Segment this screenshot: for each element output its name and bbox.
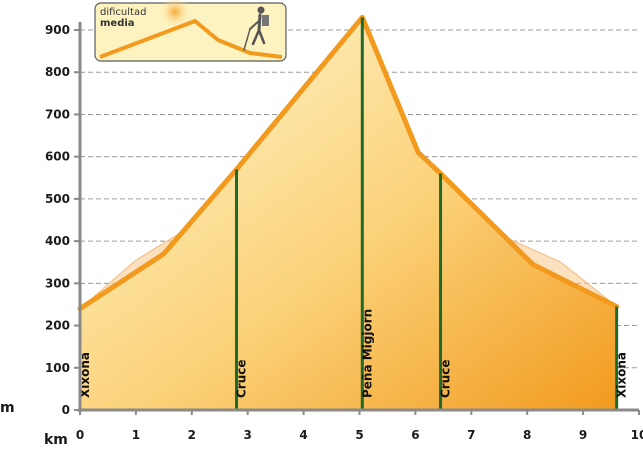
badge-line2: media	[100, 18, 135, 29]
profile-fill	[80, 17, 617, 410]
y-tick-label: 700	[45, 107, 70, 121]
x-tick-label: 0	[76, 428, 84, 442]
y-tick-label: 600	[45, 150, 70, 164]
waypoint-label: Peña Migjorn	[360, 309, 374, 398]
badge-mountain-icon	[99, 19, 283, 59]
badge-line1: dificultad	[100, 7, 146, 18]
axes	[74, 22, 640, 415]
difficulty-badge: dificultad media	[94, 0, 287, 62]
x-tick-label: 8	[523, 428, 531, 442]
x-tick-label: 9	[579, 428, 587, 442]
y-axis-label: m	[0, 400, 15, 416]
y-tick-label: 800	[45, 65, 70, 79]
x-tick-label: 7	[467, 428, 475, 442]
profile-area	[77, 14, 620, 410]
waypoint-label: Cruce	[235, 359, 249, 398]
y-tick-label: 300	[45, 276, 70, 290]
x-tick-label: 4	[299, 428, 307, 442]
axis-labels: 0 100 200 300 400 500 600 700 800 900 0 1 2 3 4 5 6 7 8 9 10…	[0, 23, 643, 448]
waypoint-label: Cruce	[439, 359, 453, 398]
y-tick-label: 0	[62, 403, 70, 417]
x-tick-label: 3	[244, 428, 252, 442]
y-tick-label: 200	[45, 319, 70, 333]
waypoints: Xixona Cruce Peña Migjorn Cruce Xixona	[78, 17, 629, 410]
x-axis-label: km	[44, 432, 68, 448]
profile-line	[77, 14, 620, 312]
hiker-icon	[243, 6, 269, 51]
y-tick-label: 900	[45, 23, 70, 37]
x-tick-label: 2	[188, 428, 196, 442]
x-tick-label: 6	[411, 428, 419, 442]
x-tick-label: 1	[132, 428, 140, 442]
x-tick-label: 5	[355, 428, 363, 442]
x-tick-label: 10	[631, 428, 643, 442]
waypoint-label: Xixona	[615, 352, 629, 398]
y-tick-label: 500	[45, 192, 70, 206]
y-tick-label: 100	[45, 361, 70, 375]
y-tick-label: 400	[45, 234, 70, 248]
sun-icon	[159, 0, 191, 28]
